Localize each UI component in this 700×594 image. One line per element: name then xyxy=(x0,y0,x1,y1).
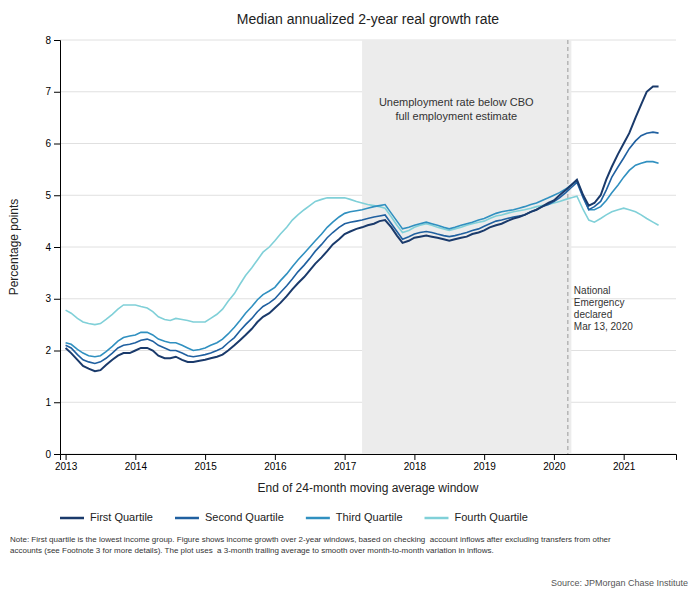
x-tick: 2018 xyxy=(404,454,427,472)
x-axis-line xyxy=(61,455,677,461)
y-tick-mark xyxy=(54,247,60,248)
vline-label-line: Emergency xyxy=(574,297,625,308)
x-tick: 2016 xyxy=(264,454,287,472)
legend-item: First Quartile xyxy=(60,511,153,523)
y-tick-mark xyxy=(54,454,60,455)
y-tick-label: 1 xyxy=(45,397,51,408)
series-line xyxy=(66,196,659,324)
x-tick-label: 2020 xyxy=(543,461,566,472)
y-tick-mark xyxy=(54,195,60,196)
x-tick-mark xyxy=(554,454,555,460)
x-tick-mark xyxy=(345,454,346,460)
x-tick-mark xyxy=(135,454,136,460)
y-tick-label: 4 xyxy=(45,242,51,253)
chart: 2013 2014 2015 2016 2017 2018 2019 2020 2021 0 1 2 3… xyxy=(0,0,700,594)
title: Median annualized 2-year real growth rat… xyxy=(237,11,499,27)
note-line: Note: First quartile is the lowest incom… xyxy=(10,535,611,544)
vline-label-line: National xyxy=(574,285,611,296)
vline xyxy=(567,40,568,454)
x-tick-label: 2021 xyxy=(613,461,636,472)
x-tick: 2019 xyxy=(474,454,497,472)
x-tick-label: 2019 xyxy=(474,461,497,472)
x-tick: 2017 xyxy=(334,454,357,472)
x-tick-mark xyxy=(205,454,206,460)
legend-swatch xyxy=(60,517,84,520)
vline-label-line: Mar 13, 2020 xyxy=(574,321,633,332)
vline-label: NationalEmergencydeclaredMar 13, 2020 xyxy=(574,285,633,332)
marks xyxy=(66,40,659,454)
x-tick-label: 2017 xyxy=(334,461,357,472)
x-tick-mark xyxy=(624,454,625,460)
x-tick-mark xyxy=(275,454,276,460)
y-tick-label: 7 xyxy=(45,86,51,97)
y-tick-mark xyxy=(54,144,60,145)
y-tick-mark xyxy=(54,351,60,352)
source: Source: JPMorgan Chase Institute xyxy=(551,578,688,588)
y-tick: 6 xyxy=(45,138,60,149)
x-tick: 2013 xyxy=(55,454,78,472)
annotation-line: full employment estimate xyxy=(395,110,517,122)
legend-label: Third Quartile xyxy=(336,511,403,523)
y-tick: 8 xyxy=(45,35,60,46)
annotation-line: Unemployment rate below CBO xyxy=(379,96,534,108)
y-tick-label: 0 xyxy=(45,449,51,460)
y-tick-label: 2 xyxy=(45,345,51,356)
x-tick-mark xyxy=(414,454,415,460)
x-tick: 2020 xyxy=(543,454,566,472)
y-tick: 1 xyxy=(45,397,60,408)
y-axis: 0 1 2 3 4 5 6 7 8 xyxy=(45,35,60,460)
x-tick-label: 2018 xyxy=(404,461,427,472)
vline-label-line: declared xyxy=(574,309,612,320)
plot-area: 2013 2014 2015 2016 2017 2018 2019 2020 2021 0 1 2 3… xyxy=(45,35,676,472)
x-tick-label: 2015 xyxy=(194,461,217,472)
legend-item: Third Quartile xyxy=(306,511,403,523)
x-tick-mark xyxy=(66,454,67,460)
y-tick-label: 5 xyxy=(45,190,51,201)
y-tick-label: 8 xyxy=(45,35,51,46)
y-tick-label: 3 xyxy=(45,293,51,304)
x-tick: 2021 xyxy=(613,454,636,472)
x-tick-mark xyxy=(484,454,485,460)
shaded-region xyxy=(362,40,571,454)
legend: First Quartile Second Quartile Third Quart… xyxy=(60,511,528,523)
y-tick-mark xyxy=(54,92,60,93)
y-tick-mark xyxy=(54,402,60,403)
y-tick-mark xyxy=(54,40,60,41)
x-tick: 2014 xyxy=(125,454,148,472)
legend-label: Fourth Quartile xyxy=(455,511,528,523)
series-line xyxy=(66,162,659,357)
y-axis-title: Percentage points xyxy=(7,199,21,296)
y-tick: 7 xyxy=(45,86,60,97)
y-tick: 3 xyxy=(45,293,60,304)
legend-item: Fourth Quartile xyxy=(425,511,528,523)
x-tick-label: 2014 xyxy=(125,461,148,472)
y-tick-mark xyxy=(54,299,60,300)
x-tick: 2015 xyxy=(194,454,217,472)
series-line xyxy=(66,132,659,363)
note-line: accounts (see Footnote 3 for more detail… xyxy=(10,546,494,555)
legend-swatch xyxy=(425,517,449,520)
legend-swatch xyxy=(306,517,330,520)
note: Note: First quartile is the lowest incom… xyxy=(10,535,611,555)
x-tick-label: 2013 xyxy=(55,461,78,472)
y-tick: 4 xyxy=(45,242,60,253)
x-axis: 2013 2014 2015 2016 2017 2018 2019 2020 2021 xyxy=(55,454,677,472)
y-axis-line xyxy=(54,41,61,455)
legend-label: Second Quartile xyxy=(205,511,284,523)
y-tick: 0 xyxy=(45,449,60,460)
y-tick: 5 xyxy=(45,190,60,201)
y-tick-label: 6 xyxy=(45,138,51,149)
annotation: Unemployment rate below CBO full employme… xyxy=(379,96,534,122)
y-tick: 2 xyxy=(45,345,60,356)
x-axis-title: End of 24-month moving average window xyxy=(258,481,479,495)
grid xyxy=(60,40,676,454)
x-tick-label: 2016 xyxy=(264,461,287,472)
legend-label: First Quartile xyxy=(90,511,153,523)
legend-swatch xyxy=(175,517,199,520)
legend-item: Second Quartile xyxy=(175,511,284,523)
series-line xyxy=(66,87,659,372)
